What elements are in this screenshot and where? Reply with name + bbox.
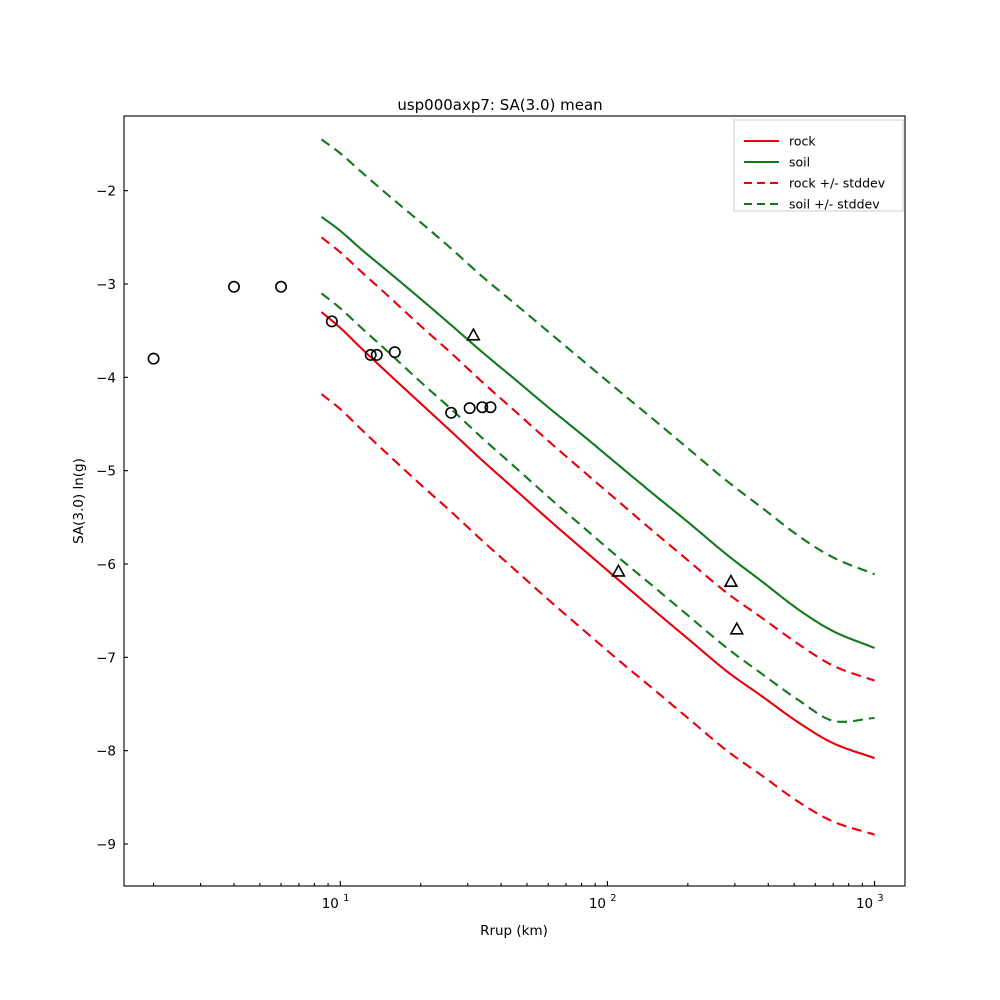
- y-tick-label: −8: [96, 744, 116, 760]
- legend-label-1: soil: [789, 155, 810, 170]
- legend-box: [733, 119, 904, 212]
- data-point-triangle: [466, 327, 481, 341]
- data-point-circle: [227, 280, 240, 293]
- legend-items: rock soil rock +/- stddev soil +/- stddev: [744, 134, 886, 212]
- y-tick-label: −6: [96, 557, 116, 573]
- data-point-circle: [463, 402, 476, 415]
- x-tick-exponent: 3: [878, 893, 884, 904]
- y-tick-label: −5: [96, 464, 116, 480]
- x-axis-ticks: 10 1 10 2 10 3: [153, 881, 884, 912]
- series-layer: [320, 138, 875, 836]
- y-axis-ticks: −2 −3 −4 −5 −6 −7 −8 −9: [96, 184, 128, 853]
- series-line-soil: [320, 215, 875, 649]
- plot-frame: [123, 115, 906, 887]
- data-point-circle: [476, 401, 489, 414]
- x-tick-label: 10 3: [856, 893, 884, 912]
- data-point-circle: [325, 315, 338, 328]
- legend-label-2: rock +/- stddev: [789, 176, 886, 191]
- series-line-rock: [320, 311, 875, 760]
- data-point-circle: [388, 346, 401, 359]
- data-point-circle: [275, 280, 288, 293]
- y-tick-label: −9: [96, 837, 116, 853]
- y-tick-label: −3: [96, 277, 116, 293]
- y-tick-label: −4: [96, 370, 116, 386]
- x-tick-mantissa: 10: [856, 896, 873, 912]
- data-point-triangle: [611, 563, 626, 577]
- data-point-circle: [484, 401, 497, 414]
- data-point-circle: [445, 406, 458, 419]
- data-point-triangle: [723, 573, 739, 587]
- x-tick-exponent: 2: [610, 893, 616, 904]
- y-tick-label: −7: [96, 650, 116, 666]
- y-axis-label: SA(3.0) ln(g): [71, 458, 87, 544]
- x-tick-exponent: 1: [343, 893, 349, 904]
- series-line-rock-plus-stddev: [320, 236, 875, 682]
- x-tick-mantissa: 10: [589, 896, 606, 912]
- x-tick-label: 10 2: [589, 893, 617, 912]
- series-line-rock-minus-stddev: [320, 393, 875, 836]
- data-point-circle: [147, 352, 160, 365]
- data-point-circle: [364, 348, 377, 361]
- data-point-triangle: [729, 621, 745, 635]
- x-axis-label: Rrup (km): [480, 923, 548, 939]
- scatter-layer: [147, 280, 745, 635]
- chart-legend: rock soil rock +/- stddev soil +/- stddev: [733, 119, 904, 212]
- chart-title: usp000axp7: SA(3.0) mean: [397, 96, 602, 114]
- legend-label-3: soil +/- stddev: [789, 197, 880, 212]
- x-tick-mantissa: 10: [322, 896, 339, 912]
- x-tick-label: 10 1: [322, 893, 350, 912]
- series-line-soil-plus-stddev: [320, 138, 875, 576]
- series-line-soil-minus-stddev: [320, 292, 875, 723]
- y-tick-label: −2: [96, 184, 116, 200]
- legend-label-0: rock: [789, 134, 816, 149]
- data-point-circle: [370, 348, 383, 361]
